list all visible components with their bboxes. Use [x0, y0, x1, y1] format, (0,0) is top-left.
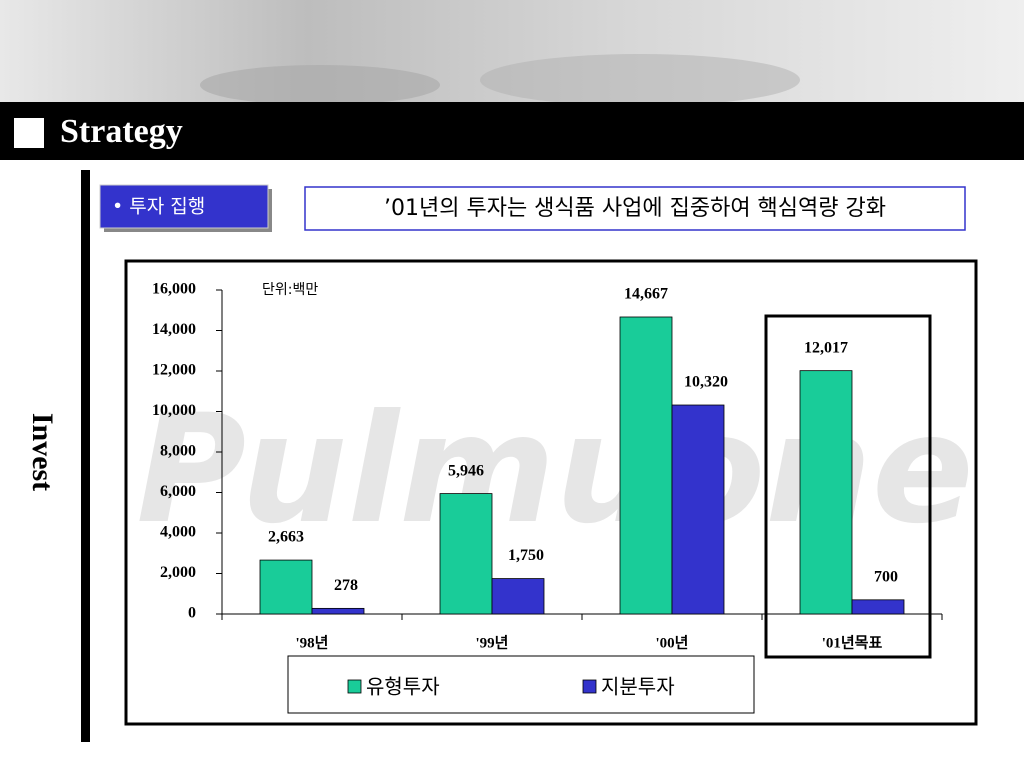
value-label: 5,946 [448, 462, 484, 479]
side-line [81, 170, 90, 742]
side-label: Invest [26, 413, 59, 491]
value-label: 14,667 [624, 286, 668, 303]
bar [259, 559, 313, 615]
y-tick-label: 8,000 [160, 443, 196, 460]
bar [491, 578, 545, 615]
legend-box [287, 655, 755, 714]
unit-note: 단위:백만 [262, 282, 318, 298]
highlight-box [764, 314, 932, 659]
bar [671, 404, 725, 615]
y-tick-label: 2,000 [160, 564, 196, 581]
value-label: 2,663 [268, 529, 304, 546]
banner-shape [480, 54, 800, 106]
legend-label: 유형투자 [366, 675, 440, 699]
x-tick-label: '98년 [296, 634, 329, 651]
legend-swatch [347, 679, 362, 694]
title-bar [0, 102, 1024, 160]
bar [619, 316, 673, 615]
title: Strategy [60, 113, 183, 150]
x-tick-label: '99년 [476, 634, 509, 651]
y-tick-label: 14,000 [152, 321, 196, 338]
legend-swatch [582, 679, 597, 694]
headline-box [304, 186, 966, 231]
value-label: 12,017 [804, 339, 848, 356]
headline: ’01년의 투자는 생식품 사업에 집중하여 핵심역량 강화 [384, 196, 886, 221]
bar [851, 599, 905, 615]
x-tick-label: '01년목표 [822, 634, 883, 651]
y-tick-label: 0 [188, 605, 196, 622]
bar [799, 370, 853, 615]
y-tick-label: 12,000 [152, 362, 196, 379]
banner-shape [200, 65, 440, 105]
tag-box [99, 184, 269, 229]
tag: • 투자 집행 [112, 196, 205, 218]
value-label: 1,750 [508, 547, 544, 564]
y-tick-label: 6,000 [160, 483, 196, 500]
value-label: 700 [874, 568, 898, 585]
value-label: 278 [334, 577, 358, 594]
y-tick-label: 10,000 [152, 402, 196, 419]
y-tick-label: 4,000 [160, 524, 196, 541]
x-tick-label: '00년 [656, 634, 689, 651]
bar [311, 607, 365, 615]
title-square [14, 118, 44, 148]
legend-label: 지분투자 [601, 675, 675, 699]
bar [439, 493, 493, 615]
y-tick-label: 16,000 [152, 281, 196, 298]
value-label: 10,320 [684, 374, 728, 391]
